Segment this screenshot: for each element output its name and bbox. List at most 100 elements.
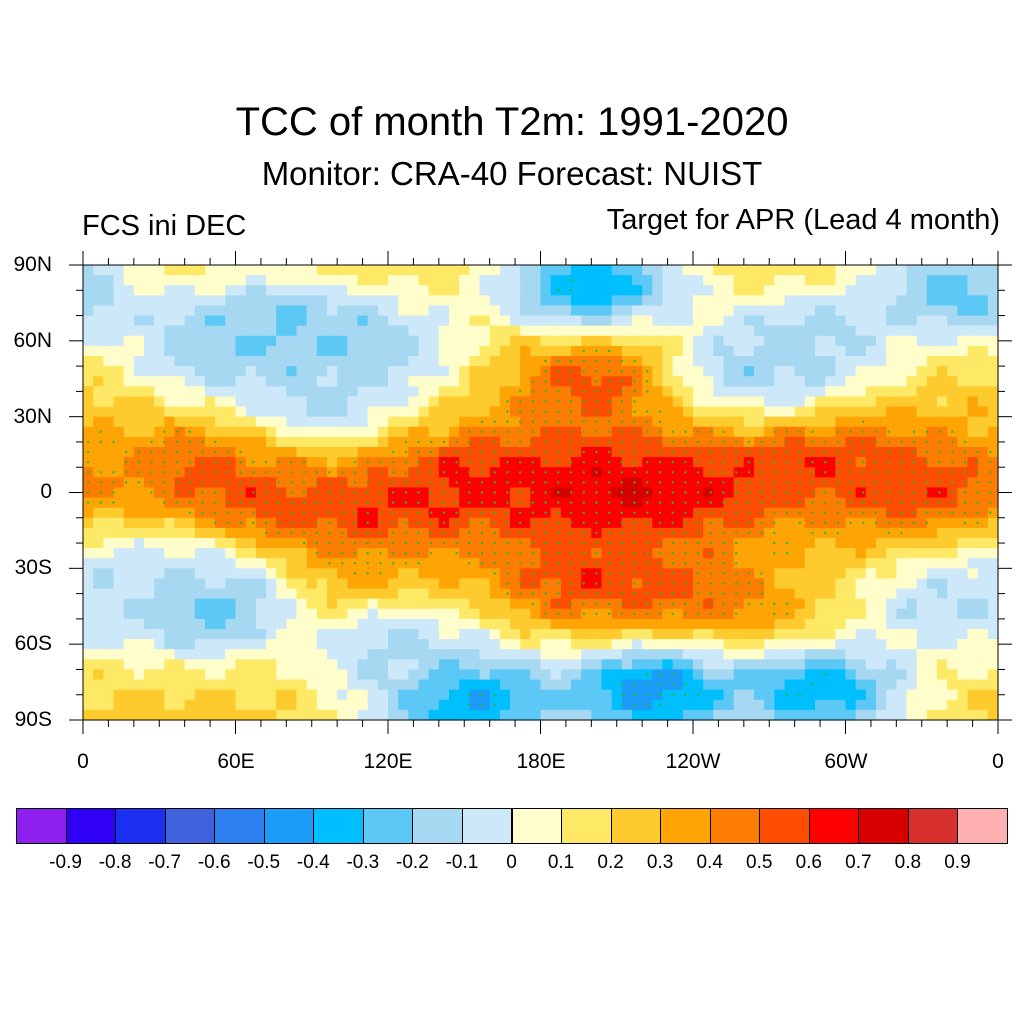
field-cell <box>266 426 277 438</box>
field-cell <box>499 639 511 650</box>
field-cell <box>621 497 633 509</box>
field-cell <box>418 396 430 408</box>
significance-dot <box>366 501 369 504</box>
field-cell <box>184 588 196 600</box>
field-cell <box>957 568 969 580</box>
field-cell <box>815 447 826 458</box>
significance-dot <box>925 461 928 464</box>
significance-dot <box>302 491 306 494</box>
field-cell <box>510 608 521 620</box>
field-cell <box>977 578 989 590</box>
field-cell <box>621 487 633 499</box>
field-cell <box>398 416 409 428</box>
field-cell <box>825 477 836 489</box>
field-cell <box>560 457 572 468</box>
significance-dot <box>442 511 446 514</box>
field-cell <box>703 345 714 357</box>
field-cell <box>835 285 847 296</box>
field-cell <box>377 548 389 559</box>
field-cell <box>205 426 216 438</box>
field-cell <box>611 649 623 660</box>
field-cell <box>306 416 318 428</box>
field-cell <box>977 376 989 387</box>
field-cell <box>469 548 481 559</box>
significance-dot <box>430 471 433 474</box>
field-cell <box>652 447 664 458</box>
field-cell <box>682 527 694 539</box>
field-cell <box>937 669 948 681</box>
field-cell <box>347 669 359 681</box>
field-cell <box>276 396 287 408</box>
field-cell <box>347 639 359 650</box>
field-cell <box>377 629 389 640</box>
field-cell <box>855 366 867 377</box>
field-cell <box>703 436 714 448</box>
significance-dot <box>493 541 496 545</box>
field-cell <box>754 578 765 590</box>
field-cell <box>560 608 572 620</box>
field-cell <box>154 517 165 529</box>
significance-dot <box>519 390 522 393</box>
field-cell <box>164 315 176 327</box>
field-cell <box>194 467 206 478</box>
field-cell <box>449 356 460 367</box>
field-cell <box>449 457 460 468</box>
field-cell <box>794 345 806 357</box>
field-cell <box>408 265 420 276</box>
field-cell <box>967 356 979 367</box>
field-cell <box>571 538 582 549</box>
field-cell <box>459 366 470 377</box>
field-cell <box>754 416 765 428</box>
significance-dot <box>137 481 141 484</box>
significance-dot <box>417 450 420 454</box>
field-cell <box>286 699 298 711</box>
field-cell <box>977 265 989 276</box>
field-cell <box>489 396 501 408</box>
field-cell <box>530 608 542 620</box>
field-cell <box>93 406 104 418</box>
field-cell <box>337 305 348 317</box>
field-cell <box>174 487 186 499</box>
field-cell <box>510 618 521 630</box>
field-cell <box>967 649 979 660</box>
field-cell <box>459 548 470 559</box>
field-cell <box>896 659 908 671</box>
field-cell <box>520 315 531 327</box>
field-cell <box>327 477 338 489</box>
field-cell <box>357 598 369 610</box>
field-cell <box>449 345 460 357</box>
field-cell <box>652 416 664 428</box>
field-cell <box>479 285 491 296</box>
field-cell <box>754 467 765 478</box>
field-cell <box>835 669 847 681</box>
field-cell <box>733 487 745 499</box>
field-cell <box>205 517 216 529</box>
field-cell <box>825 689 836 701</box>
field-cell <box>733 396 745 408</box>
field-cell <box>855 416 867 428</box>
field-cell <box>662 356 674 367</box>
field-cell <box>133 608 145 620</box>
field-cell <box>682 376 694 387</box>
significance-dot <box>569 521 573 524</box>
field-cell <box>428 295 440 307</box>
significance-dot <box>951 481 954 484</box>
field-cell <box>225 416 237 428</box>
significance-dot <box>582 552 585 555</box>
field-cell <box>530 497 542 509</box>
field-cell <box>865 396 877 408</box>
field-cell <box>510 527 521 539</box>
significance-dot <box>773 511 776 514</box>
field-cell <box>977 517 989 529</box>
field-cell <box>266 436 277 448</box>
field-cell <box>316 699 328 711</box>
field-cell <box>977 305 989 317</box>
significance-dot <box>671 582 674 585</box>
field-cell <box>865 709 877 721</box>
field-cell <box>977 679 989 691</box>
field-cell <box>825 497 836 509</box>
field-cell <box>306 325 318 337</box>
significance-dot <box>760 511 763 514</box>
significance-dot <box>963 450 967 454</box>
field-cell <box>611 295 623 307</box>
